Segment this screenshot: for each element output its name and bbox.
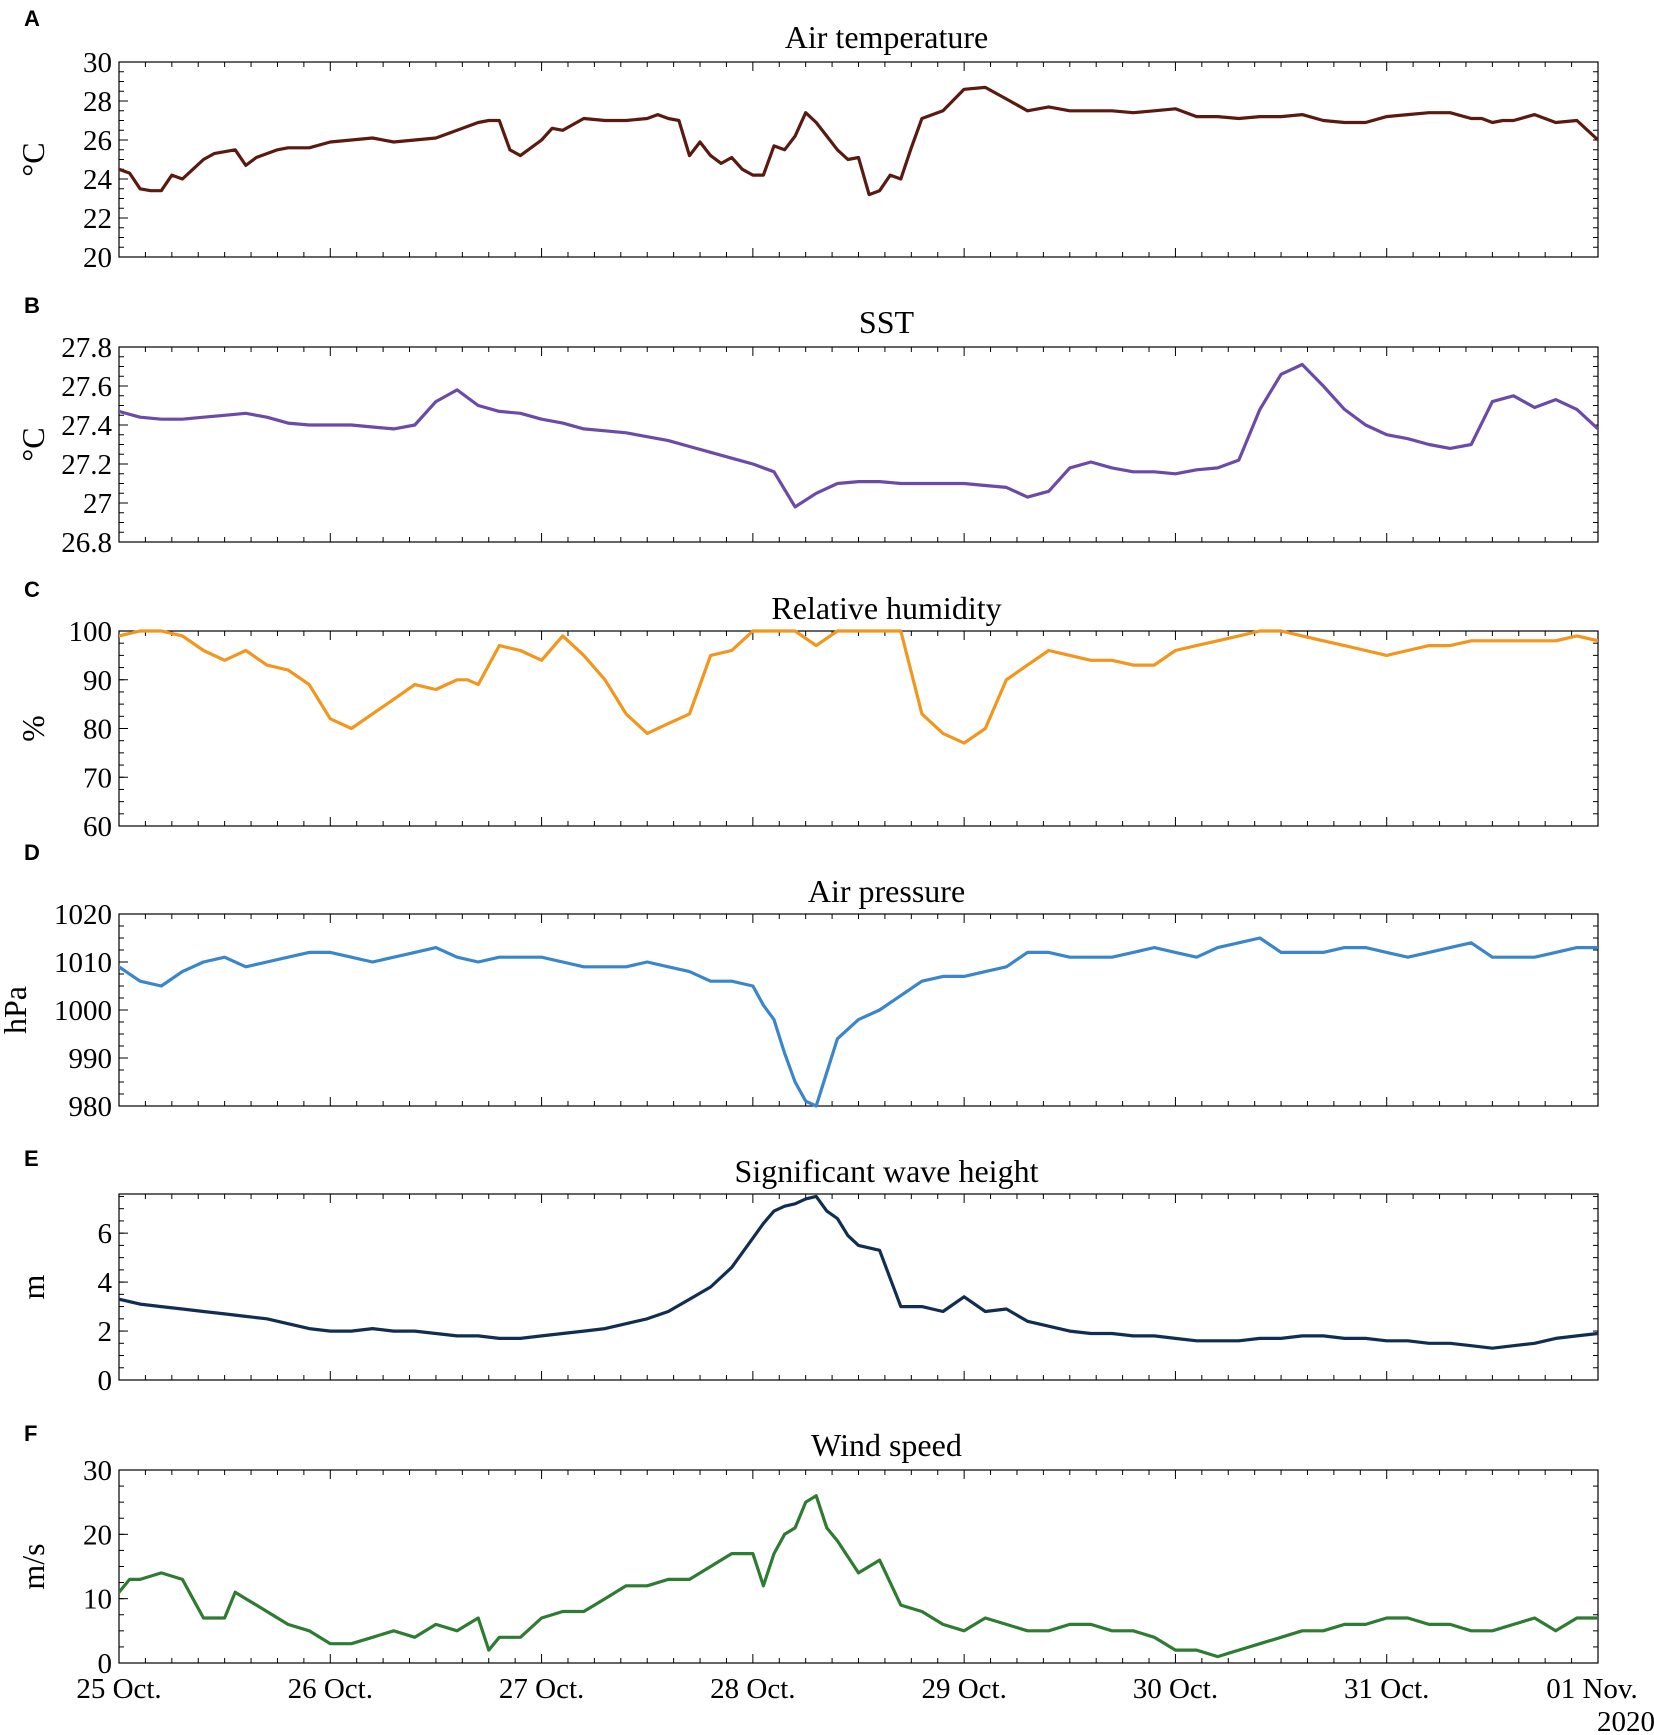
y-tick-label: 80 xyxy=(83,714,112,746)
x-year-label: 2020 xyxy=(1597,1706,1654,1735)
panel-b: B SST °C 26.8 27 27.2 27.4 27.6 27.8 xyxy=(15,293,1599,559)
y-tick-label: 22 xyxy=(83,203,112,235)
x-tick-label: 27 Oct. xyxy=(499,1673,584,1705)
axes-frame xyxy=(118,1193,1599,1381)
y-tick-label: 0 xyxy=(98,1365,113,1397)
panel-letter: D xyxy=(24,840,40,865)
y-tick-label: 980 xyxy=(69,1091,113,1123)
x-tick-label: 30 Oct. xyxy=(1133,1673,1218,1705)
y-axis-label: % xyxy=(15,715,51,742)
y-tick-label: 20 xyxy=(83,1519,112,1551)
y-tick-label: 2 xyxy=(98,1316,113,1348)
panel-title: SST xyxy=(859,304,915,340)
axes-frame xyxy=(118,630,1599,827)
panel-letter: C xyxy=(24,577,40,602)
y-tick-label: 27.4 xyxy=(61,410,112,442)
panel-a: A Air temperature °C 20 22 24 26 28 30 xyxy=(15,6,1599,274)
panel-title: Wind speed xyxy=(811,1427,962,1463)
panel-letter: B xyxy=(24,293,40,318)
y-tick-label: 30 xyxy=(83,1455,112,1487)
y-tick-label: 28 xyxy=(83,86,112,118)
y-axis-label: hPa xyxy=(0,986,33,1034)
series-line-wind-speed xyxy=(119,1494,1598,1659)
y-tick-label: 0 xyxy=(98,1648,113,1680)
y-tick-label: 990 xyxy=(69,1043,113,1075)
panel-letter: E xyxy=(24,1146,39,1171)
y-axis-label: °C xyxy=(15,142,51,176)
y-tick-label: 27.6 xyxy=(61,371,112,403)
y-tick-label: 30 xyxy=(83,47,112,79)
y-tick-label: 27.2 xyxy=(61,449,112,481)
y-tick-label: 1000 xyxy=(54,995,112,1027)
panel-title: Relative humidity xyxy=(771,590,1001,626)
y-tick-label: 24 xyxy=(83,164,113,196)
axes-frame xyxy=(118,1469,1599,1664)
x-tick-label: 31 Oct. xyxy=(1344,1673,1429,1705)
panel-letter: F xyxy=(24,1421,37,1446)
panel-e: E Significant wave height m 0 2 4 6 xyxy=(15,1146,1599,1397)
axes-frame xyxy=(118,346,1599,543)
y-tick-label: 26 xyxy=(83,125,112,157)
x-tick-label: 28 Oct. xyxy=(710,1673,795,1705)
y-tick-label: 20 xyxy=(83,242,112,274)
y-tick-label: 27 xyxy=(83,488,112,520)
y-tick-label: 26.8 xyxy=(61,527,112,559)
x-tick-label: 25 Oct. xyxy=(76,1673,161,1705)
x-tick-label: 26 Oct. xyxy=(288,1673,373,1705)
y-tick-label: 4 xyxy=(98,1267,113,1299)
series-line-relative-humidity xyxy=(119,629,1598,745)
panel-title: Air temperature xyxy=(785,19,988,55)
series-line-air-temperature xyxy=(119,85,1598,197)
y-tick-label: 60 xyxy=(83,811,112,843)
x-tick-label: 01 Nov. xyxy=(1546,1673,1638,1705)
y-tick-label: 1020 xyxy=(54,899,112,931)
series-line-air-pressure xyxy=(119,936,1598,1108)
axes-frame xyxy=(118,913,1599,1107)
panel-title: Significant wave height xyxy=(735,1153,1039,1189)
y-tick-label: 70 xyxy=(83,762,112,794)
panel-f: F Wind speed m/s 0 10 20 30 xyxy=(15,1421,1599,1680)
y-tick-label: 6 xyxy=(98,1218,113,1250)
panel-c: C Relative humidity% 60 70 80 90 100 xyxy=(15,577,1599,843)
y-tick-label: 27.8 xyxy=(61,332,112,364)
y-axis-label: m/s xyxy=(15,1543,51,1589)
series-line-sst xyxy=(119,362,1598,509)
panel-d: D Air pressure hPa 980 990 1000 1010 1020 xyxy=(0,840,1599,1123)
y-tick-label: 10 xyxy=(83,1584,112,1616)
shared-x-axis: 25 Oct. 26 Oct. 27 Oct. 28 Oct. 29 Oct. 30 Oc… xyxy=(76,1673,1654,1735)
y-axis-label: m xyxy=(15,1274,51,1299)
panel-title: Air pressure xyxy=(808,873,965,909)
y-axis-label: °C xyxy=(15,427,51,461)
y-tick-label: 1010 xyxy=(54,947,112,979)
y-tick-label: 90 xyxy=(83,665,112,697)
y-tick-label: 100 xyxy=(69,616,113,648)
panel-letter: A xyxy=(24,6,40,31)
series-line-significant-wave-height xyxy=(119,1194,1598,1350)
x-tick-label: 29 Oct. xyxy=(921,1673,1006,1705)
